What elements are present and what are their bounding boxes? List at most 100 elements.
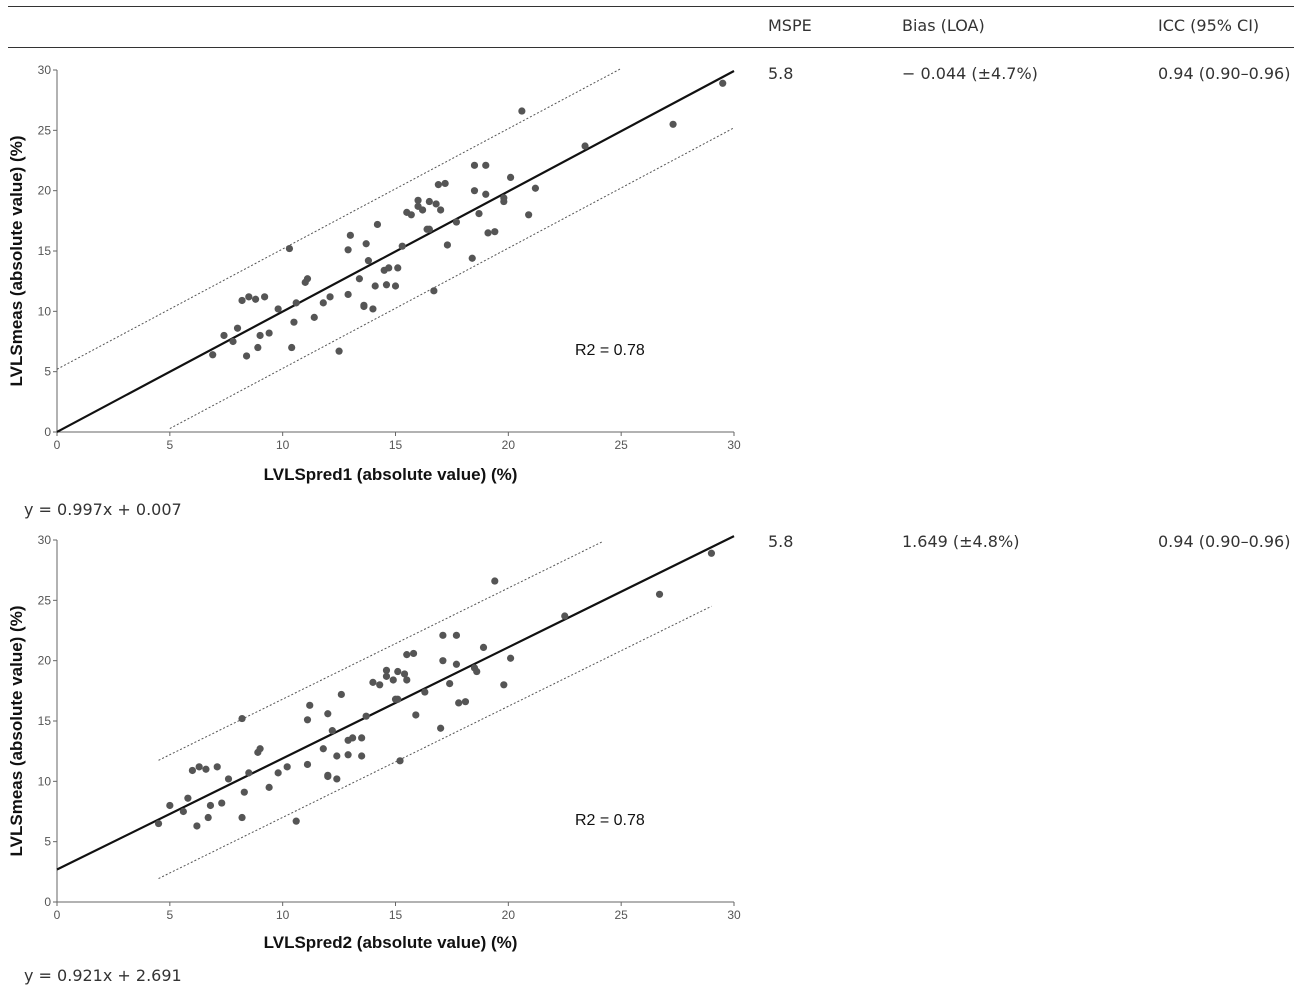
data-point bbox=[256, 331, 264, 340]
data-point bbox=[479, 643, 488, 651]
scatter-plot-1: 0 5 10 15 20 25 30 0 5 10 15 20 25 30 R2 = 0.78 LVLSpre… bbox=[7, 63, 741, 484]
data-point bbox=[238, 714, 246, 723]
data-point bbox=[500, 681, 508, 689]
data-point bbox=[373, 220, 382, 229]
data-point bbox=[364, 257, 373, 265]
data-point bbox=[319, 299, 327, 307]
data-point bbox=[421, 688, 429, 696]
data-point bbox=[256, 745, 264, 753]
upper-limit-line bbox=[158, 540, 604, 761]
data-point bbox=[525, 211, 533, 219]
data-point bbox=[398, 242, 406, 250]
data-point bbox=[333, 752, 341, 760]
row1-bias: − 0.044 (±4.7%) bbox=[902, 64, 1038, 83]
data-point bbox=[202, 765, 210, 773]
y-tick-label: 15 bbox=[38, 244, 52, 258]
data-point bbox=[303, 716, 312, 724]
y-tick-label: 15 bbox=[38, 714, 52, 728]
data-point bbox=[224, 775, 233, 783]
data-point bbox=[491, 228, 499, 236]
data-point bbox=[394, 264, 402, 272]
data-point bbox=[319, 745, 327, 753]
data-point bbox=[355, 275, 363, 283]
data-point bbox=[473, 667, 481, 676]
data-point bbox=[382, 281, 391, 289]
data-point bbox=[324, 710, 332, 718]
data-point bbox=[362, 712, 370, 720]
data-point bbox=[188, 766, 196, 775]
data-point bbox=[482, 161, 490, 169]
data-point bbox=[283, 763, 291, 771]
data-point bbox=[719, 79, 727, 87]
data-point bbox=[358, 734, 366, 742]
data-point bbox=[166, 801, 174, 810]
regression-equation-1: y = 0.997x + 0.007 bbox=[24, 500, 182, 519]
data-point bbox=[274, 305, 282, 313]
data-point bbox=[245, 769, 253, 777]
data-point bbox=[288, 343, 296, 352]
data-point bbox=[707, 549, 716, 557]
x-tick-label: 0 bbox=[54, 438, 61, 452]
data-point bbox=[452, 218, 461, 226]
data-point bbox=[179, 807, 187, 816]
data-point bbox=[452, 631, 461, 639]
data-point bbox=[240, 788, 248, 796]
y-tick-label: 10 bbox=[38, 774, 52, 788]
data-point bbox=[193, 822, 201, 830]
data-point bbox=[326, 293, 334, 301]
data-point bbox=[432, 200, 440, 208]
data-point bbox=[254, 343, 262, 352]
data-point bbox=[400, 670, 409, 678]
x-tick-label: 15 bbox=[389, 908, 403, 922]
data-point bbox=[506, 654, 515, 662]
regression-line bbox=[56, 70, 735, 433]
data-point bbox=[418, 206, 427, 214]
data-point bbox=[655, 590, 664, 598]
data-point bbox=[443, 241, 452, 249]
data-point bbox=[376, 681, 384, 689]
row2-bias: 1.649 (±4.8%) bbox=[902, 532, 1020, 551]
x-tick-label: 10 bbox=[276, 908, 290, 922]
data-point bbox=[245, 293, 253, 301]
data-point bbox=[344, 246, 352, 254]
data-point bbox=[362, 240, 370, 248]
x-tick-label: 10 bbox=[276, 438, 290, 452]
data-point bbox=[195, 763, 203, 771]
x-tick-label: 30 bbox=[727, 438, 741, 452]
y-tick-label: 20 bbox=[38, 654, 52, 668]
data-point bbox=[382, 666, 391, 674]
data-point bbox=[369, 305, 377, 313]
data-point bbox=[292, 299, 300, 307]
data-point bbox=[403, 676, 411, 684]
data-point bbox=[220, 331, 228, 340]
data-point bbox=[439, 631, 447, 639]
data-point bbox=[274, 769, 282, 777]
x-tick-label: 5 bbox=[166, 908, 173, 922]
regression-equation-2: y = 0.921x + 2.691 bbox=[24, 966, 182, 985]
data-point bbox=[394, 667, 402, 676]
data-point bbox=[430, 287, 438, 295]
y-tick-label: 5 bbox=[44, 365, 51, 379]
data-point bbox=[452, 660, 461, 668]
data-point bbox=[265, 329, 273, 337]
data-point bbox=[412, 711, 420, 719]
data-point bbox=[218, 799, 226, 807]
data-point bbox=[669, 120, 677, 128]
y-tick-label: 30 bbox=[38, 63, 52, 77]
y-tick-label: 0 bbox=[44, 425, 51, 439]
x-axis-label: LVLSpred2 (absolute value) (%) bbox=[264, 933, 518, 952]
data-point bbox=[349, 734, 357, 742]
row2-mspe: 5.8 bbox=[768, 532, 794, 551]
data-point bbox=[434, 181, 442, 189]
data-point bbox=[261, 293, 269, 301]
x-tick-label: 20 bbox=[502, 908, 516, 922]
data-point bbox=[369, 678, 377, 686]
data-point bbox=[285, 244, 294, 253]
x-tick-label: 25 bbox=[614, 908, 628, 922]
data-point bbox=[238, 813, 246, 822]
data-point bbox=[358, 752, 366, 760]
lower-limit-line bbox=[158, 605, 712, 879]
data-point bbox=[446, 679, 454, 688]
data-point bbox=[251, 295, 260, 303]
data-point bbox=[506, 173, 515, 181]
